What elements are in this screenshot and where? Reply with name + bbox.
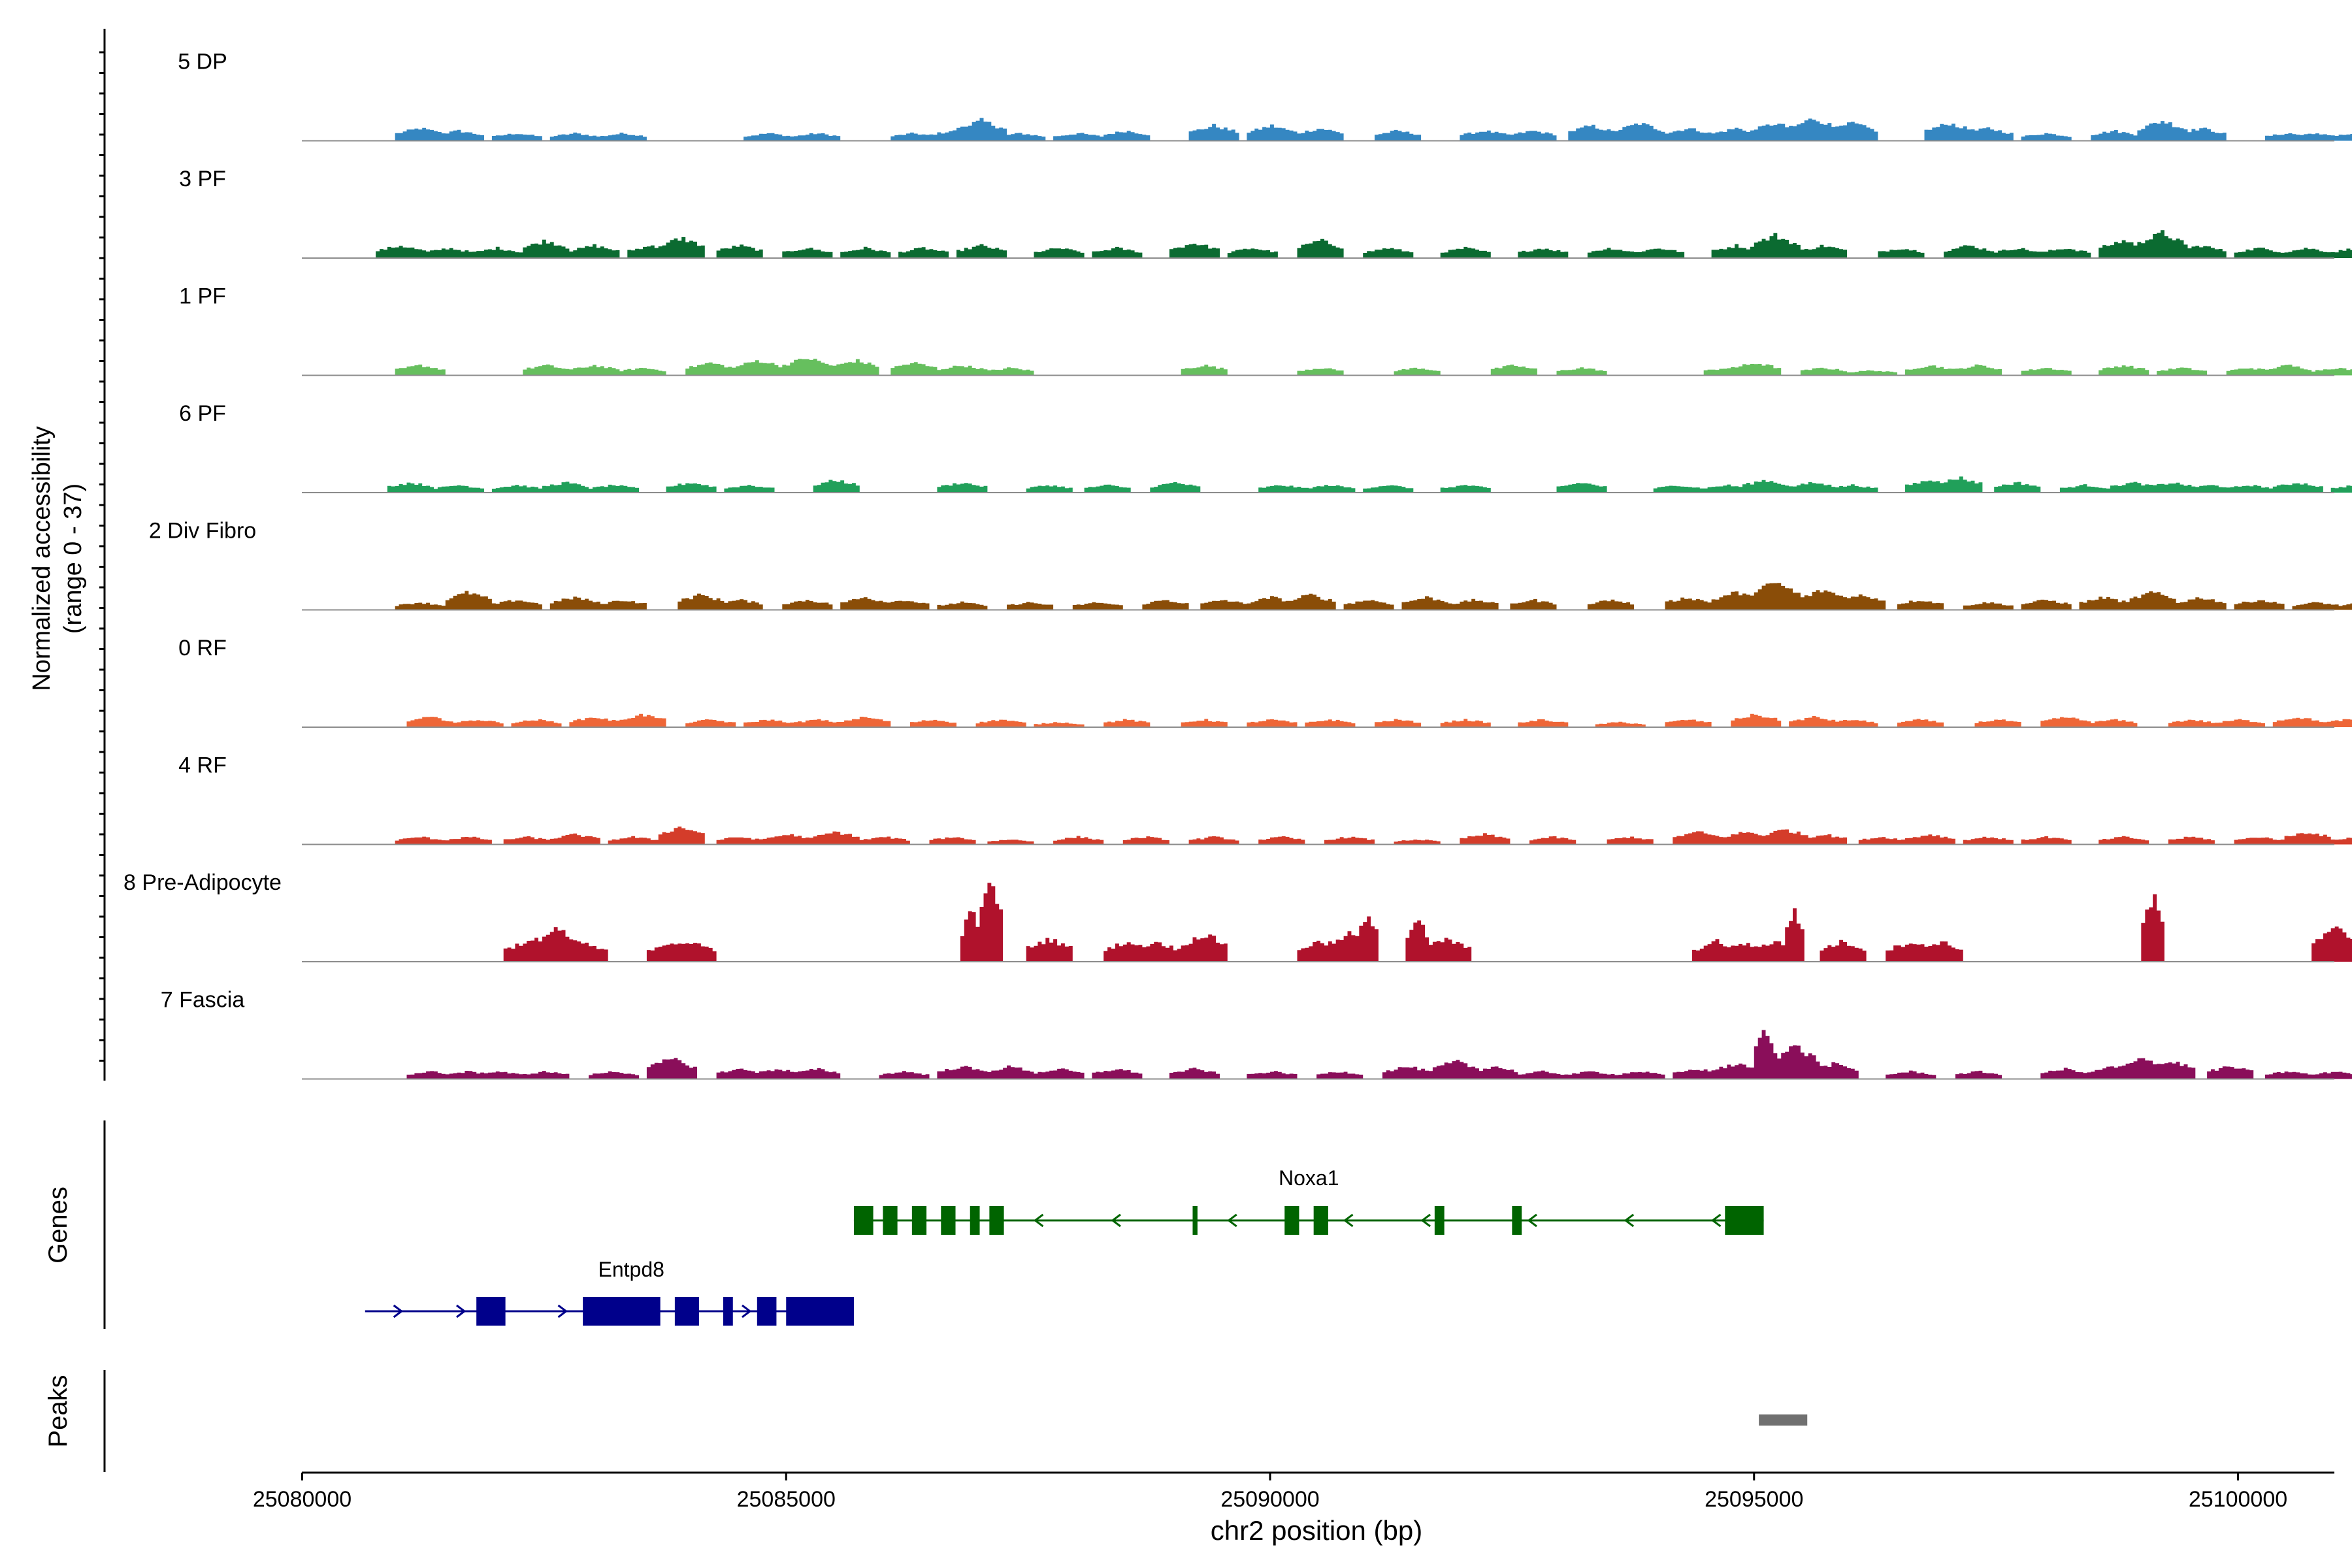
gene-exon xyxy=(1284,1206,1299,1235)
gene-exon xyxy=(911,1206,927,1235)
strand-arrow xyxy=(557,1304,568,1318)
coverage-3-pf xyxy=(360,230,2352,258)
track-label: 8 Pre-Adipocyte xyxy=(123,870,282,895)
coverage-7-fascia xyxy=(360,1030,2352,1079)
gene-label-entpd8: Entpd8 xyxy=(598,1258,664,1281)
x-tick-label: 25080000 xyxy=(253,1487,351,1512)
x-tick-label: 25095000 xyxy=(1705,1487,1803,1512)
strand-arrow xyxy=(1527,1213,1537,1228)
peaks-panel-label: Peaks xyxy=(44,1375,73,1447)
x-tick-label: 25085000 xyxy=(737,1487,836,1512)
coverage-8-pre-adipocyte xyxy=(360,883,2352,962)
strand-arrow xyxy=(456,1304,466,1318)
strand-arrow xyxy=(1033,1213,1044,1228)
gene-exon xyxy=(674,1297,699,1326)
strand-arrow xyxy=(1343,1213,1354,1228)
track-label: 4 RF xyxy=(178,753,227,778)
track-label: 7 Fascia xyxy=(161,988,245,1013)
strand-arrow xyxy=(1420,1213,1431,1228)
track-label: 6 PF xyxy=(179,401,226,426)
track-label: 0 RF xyxy=(178,636,227,661)
x-axis-title: chr2 position (bp) xyxy=(1211,1515,1423,1546)
track-label: 3 PF xyxy=(179,167,226,191)
strand-arrow xyxy=(1227,1213,1237,1228)
gene-exon xyxy=(1313,1206,1328,1235)
strand-arrow xyxy=(393,1304,404,1318)
gene-exon xyxy=(786,1297,854,1326)
strand-arrow xyxy=(1624,1213,1635,1228)
track-label: 5 DP xyxy=(178,50,227,74)
peaks-group xyxy=(1759,1414,1808,1426)
coverage-1-pf xyxy=(360,359,2352,376)
y-axis-title-range: (range 0 - 37) xyxy=(59,483,87,634)
gene-exon xyxy=(1725,1206,1764,1235)
x-tick-label: 25090000 xyxy=(1220,1487,1319,1512)
gene-exon xyxy=(883,1206,898,1235)
track-label: 1 PF xyxy=(179,284,226,309)
y-axis-title: Normalized accessibility xyxy=(28,426,56,691)
coverage-4-rf xyxy=(360,826,2352,845)
genes-panel-label: Genes xyxy=(44,1186,73,1264)
track-label: 2 Div Fibro xyxy=(149,519,256,544)
coverage-5-dp xyxy=(360,118,2352,141)
gene-exon xyxy=(970,1206,980,1235)
y-axes-group xyxy=(99,29,106,1472)
coverage-6-pf xyxy=(360,476,2352,493)
gene-exon xyxy=(583,1297,661,1326)
x-tick-label: 25100000 xyxy=(2189,1487,2287,1512)
strand-arrow xyxy=(742,1304,752,1318)
gene-exon xyxy=(476,1297,506,1326)
gene-exon xyxy=(941,1206,956,1235)
gene-exon xyxy=(853,1206,874,1235)
tracks-group: 5 DP 3 PF 1 PF 6 PF 2 Div Fibro 0 RF 4 RF 8 Pre… xyxy=(123,50,2352,1080)
gene-exon xyxy=(757,1297,777,1326)
strand-arrow xyxy=(1111,1213,1121,1228)
coverage-2-div-fibro xyxy=(360,583,2352,610)
coverage-0-rf xyxy=(360,713,2352,727)
peak-region xyxy=(1759,1414,1808,1426)
genes-group: Noxa1 Entpd8 xyxy=(365,1166,1764,1326)
gene-exon xyxy=(1434,1206,1445,1235)
gene-exon xyxy=(989,1206,1004,1235)
gene-exon xyxy=(723,1297,733,1326)
x-axis: 25080000 25085000 25090000 25095000 25100000 xyxy=(253,1471,2334,1512)
strand-arrow xyxy=(1710,1213,1722,1228)
gene-exon xyxy=(1512,1206,1522,1235)
gene-label-noxa1: Noxa1 xyxy=(1279,1166,1339,1190)
gene-exon xyxy=(1192,1206,1198,1235)
